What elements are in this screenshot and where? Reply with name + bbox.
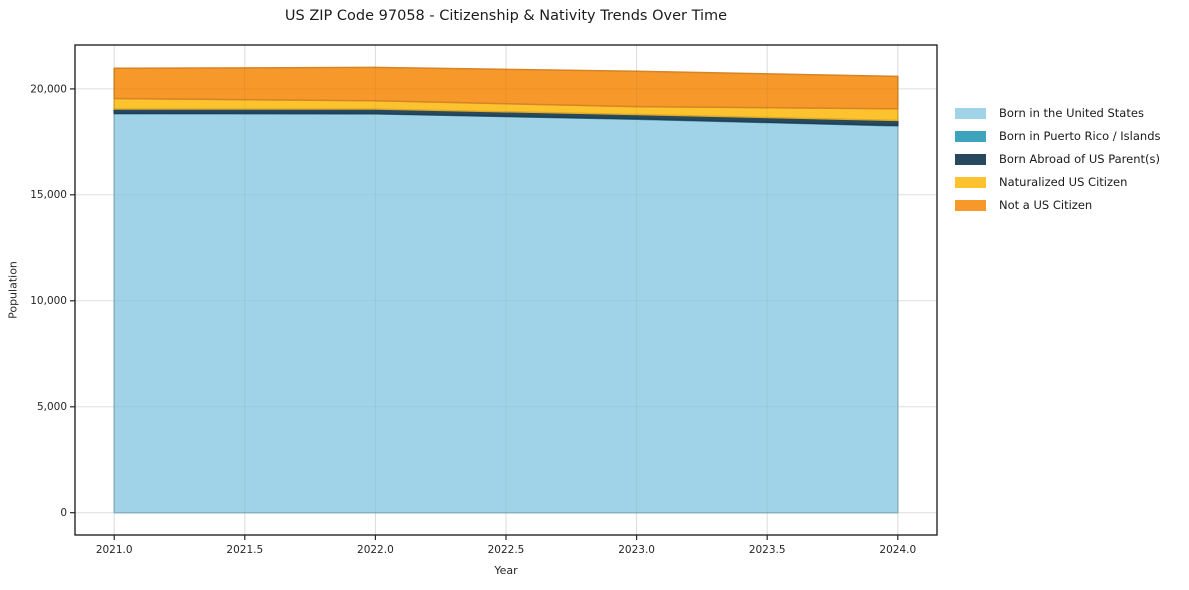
y-tick-label: 20,000 [30,83,67,95]
legend-swatch [955,176,986,188]
area-series-4 [113,66,899,110]
legend-label: Born in Puerto Rico / Islands [999,129,1161,143]
y-tick-label: 5,000 [37,401,67,413]
x-tick-label: 2021.0 [96,544,133,556]
legend-label: Born Abroad of US Parent(s) [999,152,1160,166]
x-tick-label: 2024.0 [879,544,916,556]
x-tick-label: 2022.5 [488,544,525,556]
y-tick-label: 10,000 [30,295,67,307]
area-series-group [113,66,899,514]
legend-swatch [955,130,986,142]
x-tick-label: 2021.5 [226,544,263,556]
y-tick-label: 15,000 [30,189,67,201]
legend: Born in the United States Born in Puerto … [955,104,1161,214]
x-axis-ticks: 2021.0 2021.5 2022.0 2022.5 2023.0 2023.5 2024… [96,535,916,556]
legend-item: Born in the United States [955,104,1161,122]
chart-title: US ZIP Code 97058 - Citizenship & Nativi… [284,8,728,24]
legend-label: Naturalized US Citizen [999,175,1128,189]
legend-item: Born in Puerto Rico / Islands [955,127,1161,145]
legend-item: Not a US Citizen [955,196,1161,214]
legend-swatch [955,153,986,165]
legend-label: Born in the United States [999,106,1144,120]
legend-item: Naturalized US Citizen [955,173,1161,191]
x-tick-label: 2022.0 [357,544,394,556]
x-tick-label: 2023.5 [749,544,786,556]
legend-swatch [955,199,986,211]
y-axis-label: Population [6,261,20,319]
grid-overlay [75,45,937,535]
x-tick-label: 2023.0 [618,544,655,556]
y-axis-ticks: 0 5,000 10,000 15,000 20,000 [30,83,75,519]
y-tick-label: 0 [60,507,67,519]
x-axis-label: Year [494,564,518,577]
legend-item: Born Abroad of US Parent(s) [955,150,1161,168]
legend-swatch [955,107,986,119]
legend-label: Not a US Citizen [999,198,1093,212]
